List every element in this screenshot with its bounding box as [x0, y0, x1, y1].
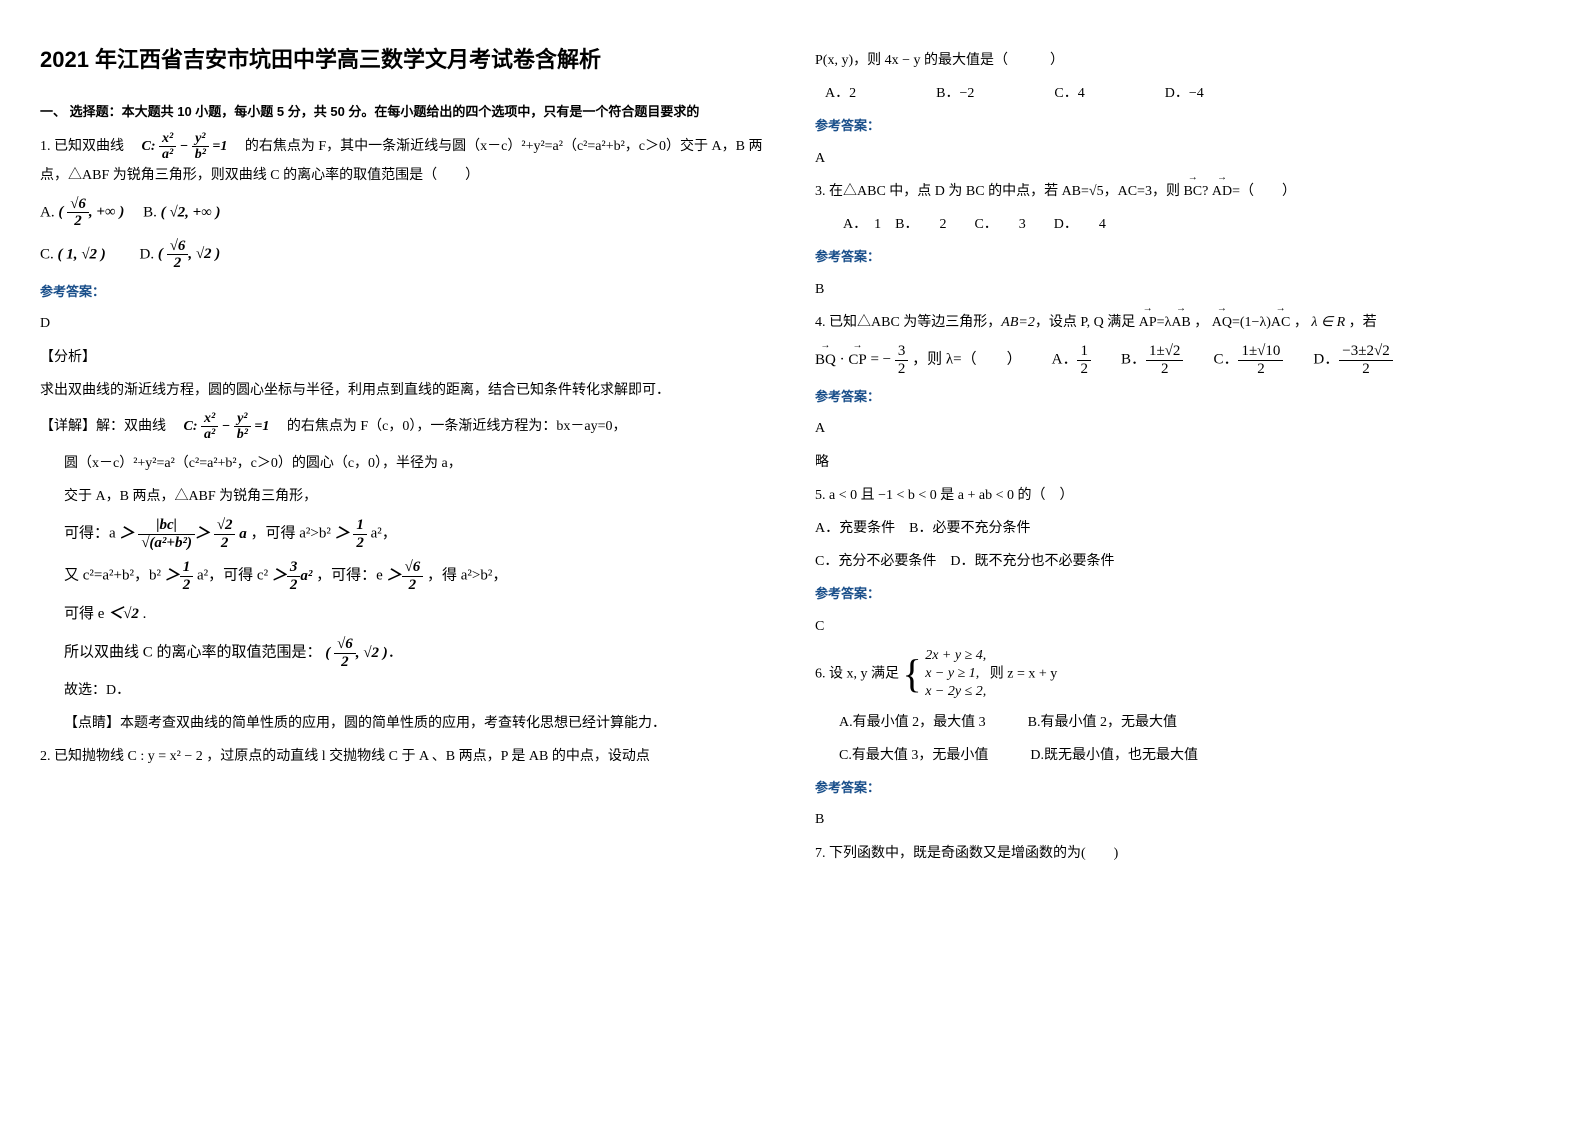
q7: 7. 下列函数中，既是奇函数又是增函数的为( )	[815, 841, 1540, 866]
q3-opts: A． 1 B． 2 C． 3 D． 4	[815, 212, 1540, 237]
q1-option-ab: A. ( √62, +∞ ) B. ( √2, +∞ )	[40, 196, 765, 230]
q1-detail-1: 【详解】解：双曲线 C: x²a² − y²b² =1 的右焦点为 F（c，0）…	[40, 411, 765, 443]
q3-ans: B	[815, 277, 1540, 302]
q1-d5b: a²，	[371, 526, 397, 542]
q1-option-cd: C. ( 1, √2 ) D. ( √62, √2 )	[40, 238, 765, 272]
q6-cases: 2x + y ≥ 4,x − y ≥ 1,x − 2y ≤ 2,	[925, 647, 986, 702]
q6-opts-c: C.有最大值 3，无最小值 D.既无最小值，也无最大值	[815, 743, 1540, 768]
q4b-left: BQ · CP = − 32 ，则 λ=（ ）	[815, 343, 1022, 377]
q1-d7-t: 可得 e	[64, 606, 104, 622]
q1-curve-c-2: C: x²a² − y²b² =1	[170, 419, 284, 434]
q1-ans-head: 参考答案：	[40, 280, 765, 303]
q5-opts-a: A．充要条件 B．必要不充分条件	[815, 516, 1540, 541]
exam-title: 2021 年江西省吉安市坑田中学高三数学文月考试卷含解析	[40, 40, 765, 80]
left-column: 2021 年江西省吉安市坑田中学高三数学文月考试卷含解析 一、 选择题：本大题共…	[40, 40, 765, 874]
q2b: P(x, y)，则 4x − y 的最大值是（ ）	[815, 48, 1540, 73]
vec-aq: AQ	[1212, 310, 1232, 335]
q1-d1: 的右焦点为 F（c，0），一条渐近线方程为：bx－ay=0，	[287, 419, 627, 434]
q2-b: B．−2	[936, 81, 974, 106]
q2-ans: A	[815, 146, 1540, 171]
q1-analysis: 求出双曲线的渐近线方程，圆的圆心坐标与半径，利用点到直线的距离，结合已知条件转化…	[40, 378, 765, 403]
vec-bc: BC	[1183, 179, 1202, 204]
q1-d6-t: 又 c²=a²+b²，b²	[64, 568, 161, 584]
q2-c: C．4	[1054, 81, 1084, 106]
q3-ans-head: 参考答案：	[815, 245, 1540, 268]
vec-ab: AB	[1171, 310, 1190, 335]
vec-ac: AC	[1271, 310, 1290, 335]
q1-ans: D	[40, 311, 765, 336]
q4-opt-a: A．12	[1052, 343, 1091, 377]
q4: 4. 已知△ABC 为等边三角形，AB=2，设点 P, Q 满足 AP=λAB …	[815, 310, 1540, 335]
q1-d6-m3: ＞√62	[387, 568, 424, 584]
q1-curve-c: C: x²a² − y²b² =1	[128, 139, 242, 154]
q2-opts: A．2 B．−2 C．4 D．−4	[815, 81, 1540, 106]
right-column: P(x, y)，则 4x − y 的最大值是（ ） A．2 B．−2 C．4 D…	[815, 40, 1540, 874]
q6-opts-a: A.有最小值 2，最大值 3 B.有最小值 2，无最大值	[815, 710, 1540, 735]
vec-ap: AP	[1139, 310, 1157, 335]
q6-ans: B	[815, 807, 1540, 832]
q1-d7-m: ＜√2	[108, 606, 139, 622]
q5-opts-c: C．充分不必要条件 D．既不充分也不必要条件	[815, 549, 1540, 574]
q1-d4-t: 可得：a	[64, 526, 116, 542]
q1-d4: 可得：a ＞ |bc|√(a²+b²)＞ √22 a ，可得 a²>b² ＞ 1…	[40, 517, 765, 551]
q5-ans-head: 参考答案：	[815, 582, 1540, 605]
q1-detail-head: 【详解】解：双曲线	[40, 419, 166, 434]
q1-d6-t2: a²，可得 c²	[197, 568, 268, 584]
q4-ans-head: 参考答案：	[815, 385, 1540, 408]
q6-t: 6. 设 x, y 满足	[815, 667, 899, 682]
q5: 5. a < 0 且 −1 < b < 0 是 a + ab < 0 的（ ）	[815, 483, 1540, 508]
vec-bq: BQ	[815, 347, 836, 374]
q2-ans-head: 参考答案：	[815, 114, 1540, 137]
q6b-t: 则 z = x + y	[990, 667, 1058, 682]
q4-opt-b: B．1±√22	[1121, 343, 1183, 377]
q1-d4-math: ＞ |bc|√(a²+b²)＞ √22 a	[119, 526, 246, 542]
q1-d8-t: 所以双曲线 C 的离心率的取值范围是：	[64, 645, 322, 661]
q1-d6: 又 c²=a²+b²，b² ＞12 a²，可得 c² ＞32a² ，可得：e ＞…	[40, 559, 765, 593]
q1-prefix: 1. 已知双曲线	[40, 139, 124, 154]
q1-d8: 所以双曲线 C 的离心率的取值范围是： ( √62, √2 )．	[40, 636, 765, 670]
q3: 3. 在△ABC 中，点 D 为 BC 的中点，若 AB=√5，AC=3，则 B…	[815, 179, 1540, 204]
vec-cp: CP	[848, 347, 866, 374]
q5-ans: C	[815, 614, 1540, 639]
q4-opt-d: D．−3±2√22	[1313, 343, 1392, 377]
q4b: BQ · CP = − 32 ，则 λ=（ ） A．12 B．1±√22 C．1…	[815, 343, 1540, 377]
q6: 6. 设 x, y 满足 { 2x + y ≥ 4,x − y ≥ 1,x − …	[815, 647, 1540, 702]
q1-d6-t3: ，可得：e	[316, 568, 383, 584]
q4-ans2: 略	[815, 450, 1540, 475]
vec-ad: AD	[1212, 179, 1232, 204]
exam-page: 2021 年江西省吉安市坑田中学高三数学文月考试卷含解析 一、 选择题：本大题共…	[40, 40, 1540, 874]
q2-d: D．−4	[1165, 81, 1204, 106]
q2-part: 2. 已知抛物线 C : y = x² − 2 ，过原点的动直线 l 交抛物线 …	[40, 744, 765, 769]
q1-d2: 圆（x－c）²+y²=a²（c²=a²+b²，c＞0）的圆心（c，0），半径为 …	[40, 451, 765, 476]
q1-d6-t4: ，得 a²>b²，	[427, 568, 507, 584]
q1-d6-m2: ＞32a²	[272, 568, 313, 584]
q1-d3: 交于 A，B 两点，△ABF 为锐角三角形，	[40, 484, 765, 509]
q1-analysis-head: 【分析】	[40, 345, 765, 370]
q1-stem: 1. 已知双曲线 C: x²a² − y²b² =1 的右焦点为 F，其中一条渐…	[40, 131, 765, 188]
q1-d6-m1: ＞12	[165, 568, 194, 584]
q1-d9: 故选：D．	[40, 678, 765, 703]
q4-opt-c: C．1±√102	[1213, 343, 1283, 377]
q6-ans-head: 参考答案：	[815, 776, 1540, 799]
section-1-head: 一、 选择题：本大题共 10 小题，每小题 5 分，共 50 分。在每小题给出的…	[40, 100, 765, 123]
q1-d8-m: ( √62, √2 )	[325, 645, 387, 661]
q1-d5: ，可得 a²>b²	[250, 526, 330, 542]
q4-ans: A	[815, 416, 1540, 441]
brace-icon: {	[903, 658, 922, 690]
q1-d5-math: ＞ 12	[335, 526, 367, 542]
q1-d7: 可得 e ＜√2 .	[40, 601, 765, 628]
q2-a: A．2	[825, 81, 856, 106]
q1-comment: 【点睛】本题考查双曲线的简单性质的应用，圆的简单性质的应用，考查转化思想已经计算…	[40, 711, 765, 736]
